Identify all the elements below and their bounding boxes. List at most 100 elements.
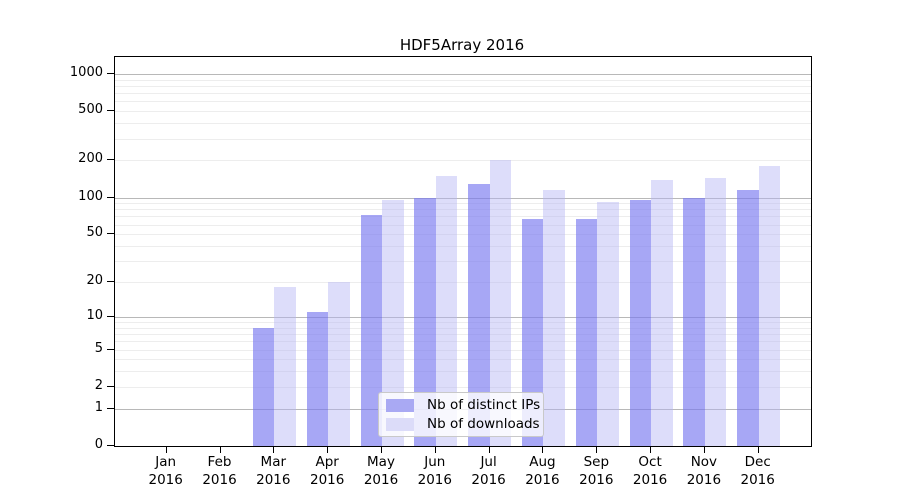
x-tick-jul xyxy=(488,446,490,453)
chart-title: HDF5Array 2016 xyxy=(399,36,525,54)
gridline-10 xyxy=(115,316,811,318)
bar-mar-downloads xyxy=(274,287,296,446)
gridline-3 xyxy=(115,371,811,373)
bar-dec-downloads xyxy=(758,166,781,446)
y-tick-label-10: 10 xyxy=(86,307,103,323)
y-tick-label-5: 5 xyxy=(94,340,103,356)
y-tick-label-1: 1 xyxy=(94,399,103,415)
gridline-500 xyxy=(115,111,811,113)
gridline-600 xyxy=(115,101,811,103)
y-tick-label-1000: 1000 xyxy=(69,64,103,80)
bar-oct-downloads xyxy=(651,179,673,446)
bar-sep-downloads xyxy=(597,201,619,446)
x-tick-label-apr: Apr 2016 xyxy=(310,454,345,488)
x-tick-nov xyxy=(703,446,705,453)
bar-apr-downloads xyxy=(328,282,350,446)
gridline-100 xyxy=(115,197,811,199)
gridline-7 xyxy=(115,334,811,335)
gridline-300 xyxy=(115,138,811,140)
y-tick-label-20: 20 xyxy=(86,273,103,288)
gridline-30 xyxy=(115,261,811,263)
x-tick-jan xyxy=(165,446,167,453)
y-tick-label-500: 500 xyxy=(78,102,103,118)
gridline-5 xyxy=(115,349,811,351)
y-tick-2 xyxy=(107,385,114,387)
legend-swatch-distinct-ips xyxy=(386,398,414,412)
bar-sep-ips xyxy=(575,218,598,446)
gridline-80 xyxy=(115,209,811,211)
gridline-8 xyxy=(115,327,811,329)
bar-nov-ips xyxy=(683,197,705,446)
x-tick-label-nov: Nov 2016 xyxy=(686,454,722,488)
y-tick-50 xyxy=(107,233,114,235)
y-tick-label-50: 50 xyxy=(86,225,103,241)
legend-label-downloads: Nb of downloads xyxy=(427,416,540,432)
x-tick-oct xyxy=(650,446,652,453)
y-tick-1 xyxy=(107,407,114,409)
x-tick-label-jun: Jun 2016 xyxy=(417,454,452,488)
y-tick-label-2: 2 xyxy=(94,377,103,393)
x-tick-sep xyxy=(596,446,598,453)
x-tick-aug xyxy=(542,446,544,453)
gridline-200 xyxy=(115,160,811,162)
bar-jul-downloads xyxy=(489,160,512,446)
y-tick-10 xyxy=(107,315,114,317)
gridline-1000 xyxy=(115,73,811,75)
bar-dec-ips xyxy=(737,190,759,446)
legend-label-distinct-ips: Nb of distinct IPs xyxy=(427,397,541,413)
legend-swatch-downloads xyxy=(386,417,414,431)
gridline-50 xyxy=(115,234,811,236)
x-tick-feb xyxy=(219,446,221,453)
x-tick-label-feb: Feb 2016 xyxy=(202,454,237,488)
gridline-90 xyxy=(115,203,811,205)
y-tick-label-100: 100 xyxy=(78,188,103,204)
gridline-70 xyxy=(115,216,811,218)
legend-row-distinct-ips: Nb of distinct IPs xyxy=(386,397,540,413)
gridline-60 xyxy=(115,224,811,226)
y-tick-200 xyxy=(107,159,114,161)
gridline-900 xyxy=(115,79,811,81)
x-tick-dec xyxy=(757,446,759,453)
bar-aug-downloads xyxy=(543,190,565,446)
x-tick-label-aug: Aug 2016 xyxy=(525,454,560,488)
gridline-20 xyxy=(115,282,811,283)
bar-jul-ips xyxy=(468,184,490,446)
bar-mar-ips xyxy=(252,327,275,446)
plot-area xyxy=(114,56,812,447)
bar-apr-ips xyxy=(306,312,329,446)
y-tick-label-0: 0 xyxy=(94,437,103,452)
bar-aug-ips xyxy=(521,218,544,446)
x-tick-mar xyxy=(273,446,275,453)
x-tick-label-may: May 2016 xyxy=(363,454,399,488)
x-tick-label-sep: Sep 2016 xyxy=(579,454,614,488)
gridline-40 xyxy=(115,246,811,247)
y-tick-1000 xyxy=(107,72,114,74)
gridline-400 xyxy=(115,123,811,125)
x-tick-label-mar: Mar 2016 xyxy=(256,454,291,488)
x-tick-jun xyxy=(434,446,436,453)
gridline-9 xyxy=(115,322,811,323)
x-tick-label-oct: Oct 2016 xyxy=(632,454,668,488)
x-tick-label-jul: Jul 2016 xyxy=(471,454,506,488)
gridline-4 xyxy=(115,359,811,361)
y-tick-label-200: 200 xyxy=(78,151,103,167)
gridline-6 xyxy=(115,341,811,343)
x-tick-label-dec: Dec 2016 xyxy=(740,454,775,488)
y-tick-5 xyxy=(107,348,114,350)
y-tick-500 xyxy=(107,110,114,112)
x-tick-label-jan: Jan 2016 xyxy=(148,454,183,488)
x-tick-apr xyxy=(327,446,329,453)
legend-row-downloads: Nb of downloads xyxy=(386,416,540,432)
bar-nov-downloads xyxy=(704,177,727,446)
gridline-800 xyxy=(115,85,811,87)
gridline-2 xyxy=(115,386,811,388)
bar-jun-ips xyxy=(414,198,436,446)
legend: Nb of distinct IPs Nb of downloads xyxy=(378,392,544,437)
bar-may-ips xyxy=(360,214,382,446)
y-tick-100 xyxy=(107,196,114,198)
bar-oct-ips xyxy=(629,199,652,446)
bar-may-downloads xyxy=(382,199,404,446)
gridline-700 xyxy=(115,93,811,95)
bar-jun-downloads xyxy=(435,175,458,446)
